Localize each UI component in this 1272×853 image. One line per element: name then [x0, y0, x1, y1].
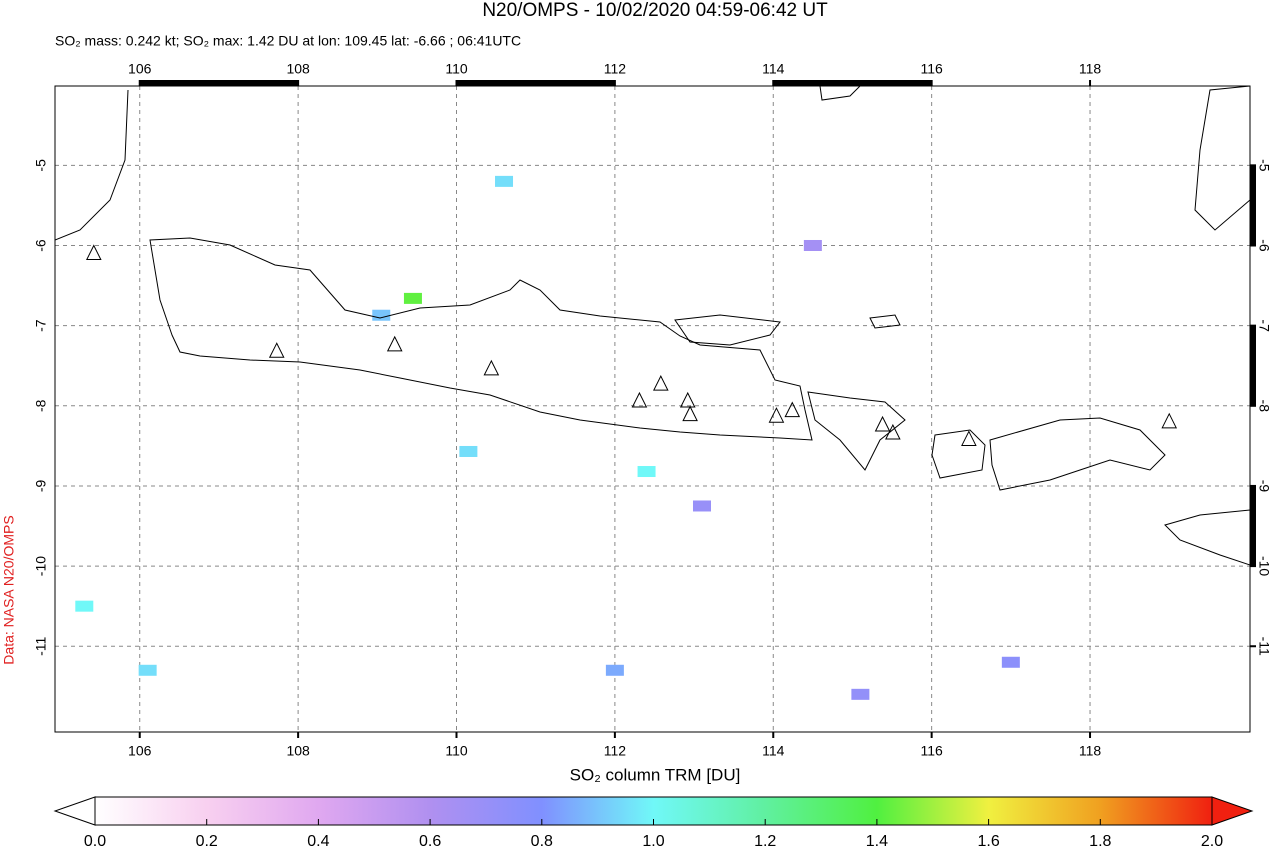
so2-pixel	[403, 292, 422, 304]
x-tick-label: 112	[604, 61, 627, 77]
x-tick-label: 118	[1079, 61, 1102, 77]
x-tick-label: 118	[1079, 743, 1102, 759]
volcano	[679, 391, 696, 408]
axis-band	[139, 80, 299, 86]
volcano	[885, 423, 901, 440]
colorbar-tick-label: 1.4	[866, 833, 888, 850]
x-tick-label: 116	[920, 61, 943, 77]
so2-pixel	[459, 445, 478, 457]
volcano	[268, 342, 285, 358]
x-tick-label: 106	[128, 61, 152, 77]
colorbar-tick-label: 0.0	[84, 833, 106, 850]
coastline	[674, 314, 781, 346]
x-tick-label: 108	[286, 61, 310, 77]
colorbar-over	[1211, 796, 1254, 826]
so2-pixel	[605, 664, 624, 676]
colorbar-tick-label: 0.6	[419, 833, 441, 850]
colorbar-label: SO₂ column TRM [DU]	[570, 765, 741, 784]
y-tick-label: -9	[33, 480, 49, 493]
y-tick-label: -5	[33, 159, 49, 172]
volcano	[784, 401, 801, 418]
y-tick-label: -5	[1256, 159, 1272, 172]
y-tick-label: -9	[1256, 480, 1272, 493]
x-tick-label: 116	[920, 743, 943, 759]
volcano	[682, 405, 698, 422]
so2-pixel	[1001, 656, 1020, 668]
volcano	[874, 415, 891, 432]
coastlines	[55, 86, 1250, 566]
y-tick-label: -11	[33, 636, 49, 655]
colorbar-tick-label: 1.8	[1089, 833, 1111, 850]
colorbar: SO₂ column TRM [DU] 0.0 0.2 0.4 0.6 0.8 1.0 1.…	[53, 765, 1254, 850]
volcano	[768, 407, 785, 423]
coastline	[819, 86, 861, 101]
y-tick-label: -7	[1256, 319, 1272, 332]
x-tick-label: 110	[445, 61, 468, 77]
volcano	[1161, 412, 1178, 429]
y-tick-label: -11	[1256, 637, 1272, 656]
coastline	[869, 314, 901, 329]
x-tick-label: 110	[445, 743, 468, 759]
colorbar-tick-label: 2.0	[1201, 833, 1223, 850]
title: N20/OMPS - 10/02/2020 04:59-06:42 UT	[482, 0, 828, 21]
so2-pixel	[803, 239, 822, 251]
axis-band	[1250, 485, 1256, 567]
y-tick-label: -7	[33, 319, 49, 332]
volcanoes	[85, 244, 1178, 446]
volcano	[386, 335, 403, 352]
axis-band	[456, 80, 615, 86]
so2-pixel	[75, 600, 94, 612]
y-tick-label: -6	[1256, 239, 1272, 252]
colorbar-tick-label: 1.6	[977, 833, 999, 850]
so2-pixel	[138, 664, 157, 676]
y-tick-label: -10	[1256, 556, 1272, 576]
colorbar-under	[53, 796, 96, 826]
pixels	[75, 175, 1020, 700]
coastline	[931, 429, 986, 479]
axis-band	[773, 80, 932, 86]
colorbar-tick-label: 1.2	[754, 833, 776, 850]
so2-pixel	[372, 309, 391, 321]
coastline	[989, 417, 1166, 491]
colorbar-tick-label: 1.0	[642, 833, 664, 850]
coastline	[1194, 86, 1250, 231]
volcano	[653, 375, 669, 391]
y-tick-label: -6	[33, 239, 49, 252]
y-tick-label: -8	[1256, 400, 1272, 413]
volcano	[631, 391, 648, 408]
volcano	[85, 244, 102, 261]
subtitle: SO₂ mass: 0.242 kt; SO₂ max: 1.42 DU at …	[55, 33, 521, 49]
so2-pixel	[495, 175, 514, 187]
coastline	[149, 237, 813, 441]
volcano	[483, 359, 500, 376]
x-tick-label: 106	[128, 743, 152, 759]
volcano	[961, 430, 977, 446]
x-tick-label: 108	[286, 743, 310, 759]
x-tick-label: 112	[604, 743, 627, 759]
so2-pixel	[692, 500, 711, 512]
map-frame	[54, 85, 1251, 733]
axis-band	[1250, 325, 1256, 406]
so2-pixel	[637, 466, 656, 478]
so2-pixel	[851, 688, 870, 700]
axes: 106 106 108 108 110 110 112 112 114 114 116 116 118 1…	[33, 61, 1272, 759]
coastline	[807, 391, 906, 471]
credit: Data: NASA N20/OMPS	[1, 515, 17, 664]
colorbar-tick-label: 0.8	[531, 833, 553, 850]
y-tick-label: -10	[33, 556, 49, 576]
coastline	[55, 89, 129, 241]
colorbar-tick-label: 0.2	[196, 833, 218, 850]
grid	[55, 86, 1250, 732]
colorbar-tick-label: 0.4	[307, 833, 329, 850]
x-tick-label: 114	[762, 743, 785, 759]
y-tick-label: -8	[33, 399, 49, 412]
coastline	[1164, 509, 1250, 566]
x-tick-label: 114	[762, 61, 785, 77]
axis-band	[1250, 165, 1256, 246]
